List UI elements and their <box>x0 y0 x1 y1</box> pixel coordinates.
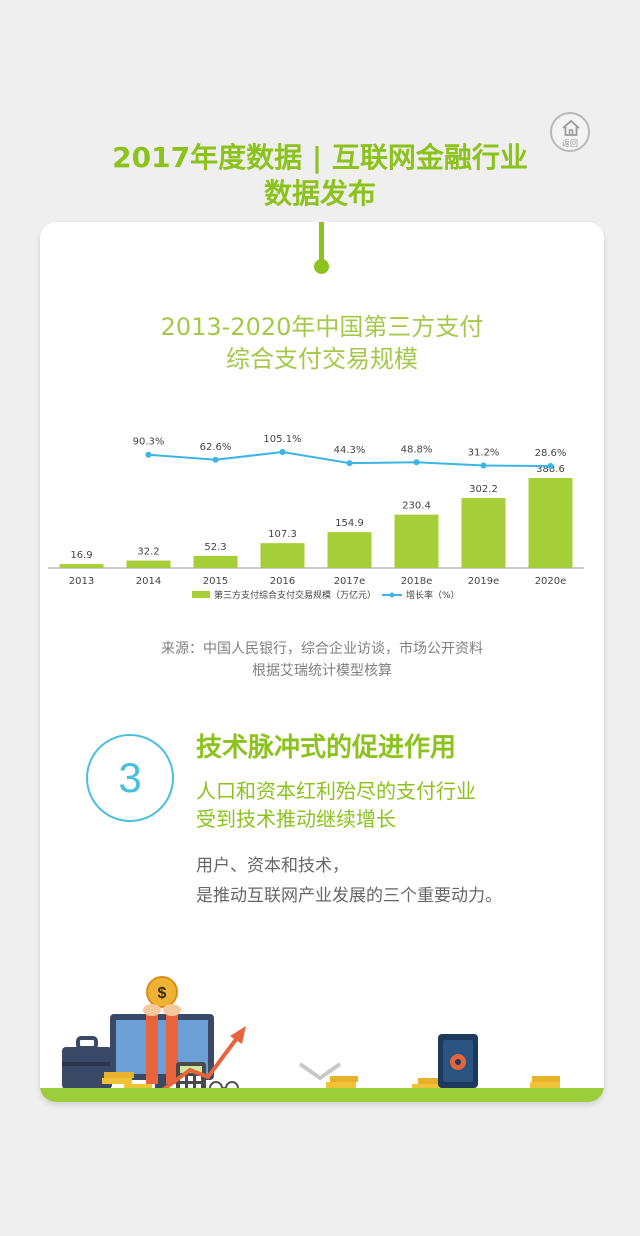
bar-2016 <box>260 543 305 568</box>
bar-2017e <box>327 532 372 568</box>
page-title-line1: 2017年度数据 | 互联网金融行业 <box>112 141 528 174</box>
bar-value-label: 230.4 <box>402 501 431 512</box>
home-button[interactable]: 返回 <box>550 112 590 152</box>
connector-dot <box>314 259 329 274</box>
rate-point-2017e <box>346 460 353 467</box>
rate-label: 105.1% <box>263 434 301 445</box>
section-sub-line2: 受到技术推动继续增长 <box>196 807 396 831</box>
x-tick-label: 2016 <box>270 576 295 587</box>
rate-label: 48.8% <box>401 444 433 455</box>
finance-illustration: $ <box>62 976 560 1095</box>
chart-title-line1: 2013-2020年中国第三方支付 <box>160 313 484 341</box>
rate-point-2020e <box>547 463 554 469</box>
x-tick-label: 2017e <box>334 576 366 587</box>
chevron-down-icon[interactable] <box>298 1062 342 1081</box>
home-label: 返回 <box>562 139 578 148</box>
source-line2: 根据艾瑞统计模型核算 <box>252 663 392 679</box>
page-title-line2: 数据发布 <box>263 177 376 210</box>
legend-line-label: 增长率（%） <box>406 589 460 601</box>
connector-line <box>319 222 324 262</box>
bar-value-label: 16.9 <box>70 550 92 561</box>
section-body-line1: 用户、资本和技术， <box>196 856 349 876</box>
coin-stacks <box>102 1072 560 1090</box>
legend-bar-swatch <box>192 591 210 598</box>
x-tick-label: 2015 <box>203 576 228 587</box>
rate-point-2018e <box>413 459 420 466</box>
x-tick-label: 2013 <box>69 576 94 587</box>
briefcase-icon <box>62 1036 112 1089</box>
home-icon <box>562 119 580 136</box>
bar-value-label: 52.3 <box>204 542 226 553</box>
rate-point-2016 <box>279 449 286 455</box>
legend-bar-label: 第三方支付综合支付交易规模（万亿元） <box>214 589 376 601</box>
bar-value-label: 302.2 <box>469 484 498 495</box>
x-tick-label: 2020e <box>535 576 567 587</box>
rate-label: 31.2% <box>468 448 500 459</box>
section-heading: 技术脉冲式的促进作用 <box>196 733 457 763</box>
coin-symbol: $ <box>158 985 167 1002</box>
rate-label: 90.3% <box>133 437 165 448</box>
bar-2019e <box>461 498 506 568</box>
section-body-line2: 是推动互联网产业发展的三个重要动力。 <box>196 886 502 906</box>
arrow-up-icon <box>158 1026 246 1094</box>
section-number: 3 <box>86 734 174 822</box>
section-sub-line1: 人口和资本红利殆尽的支付行业 <box>196 779 476 803</box>
content-card: 2013-2020年中国第三方支付 综合支付交易规模 16.9 2013 32.2 2… <box>40 222 604 1102</box>
source-line1: 来源：中国人民银行，综合企业访谈，市场公开资料 <box>161 641 483 657</box>
bar-2013 <box>59 564 104 568</box>
rate-point-2019e <box>480 462 487 469</box>
bar-2018e <box>394 514 439 568</box>
bar-value-label: 107.3 <box>268 529 297 540</box>
chart-title-line2: 综合支付交易规模 <box>226 345 418 373</box>
rate-point-2015 <box>212 456 219 463</box>
bar-2014 <box>126 560 171 568</box>
rate-label: 62.6% <box>200 442 232 453</box>
rate-label: 44.3% <box>334 445 366 456</box>
bar-value-label: 388.6 <box>536 464 565 475</box>
x-tick-label: 2019e <box>468 576 500 587</box>
payment-volume-chart: 16.9 2013 32.2 2014 52.3 2015 107.3 2016 154.9 20… <box>48 434 584 601</box>
x-tick-label: 2014 <box>136 576 161 587</box>
bar-value-label: 32.2 <box>137 547 159 558</box>
legend-line-dot <box>389 592 395 598</box>
rate-point-2014 <box>145 451 152 458</box>
bar-value-label: 154.9 <box>335 518 364 529</box>
ground-strip <box>40 1088 604 1102</box>
rate-label: 28.6% <box>535 448 567 459</box>
bar-2015 <box>193 555 238 568</box>
x-tick-label: 2018e <box>401 576 433 587</box>
safe-icon <box>438 1034 478 1088</box>
coin-icon: $ <box>143 976 181 1084</box>
bar-2020e <box>528 478 573 568</box>
